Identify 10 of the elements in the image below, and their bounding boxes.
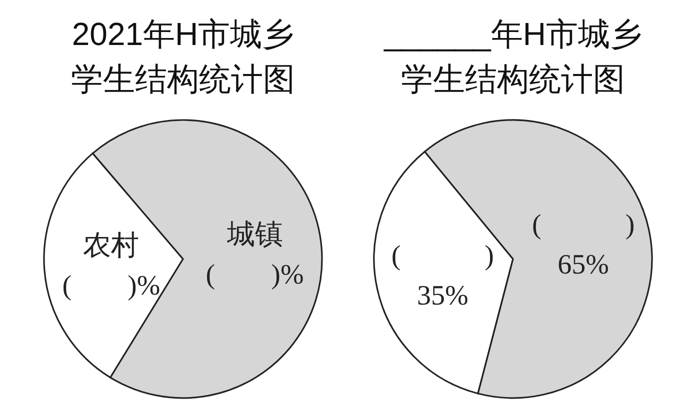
data-label: 35% bbox=[417, 280, 468, 312]
chart-title: 2021年H市城乡学生结构统计图 bbox=[71, 16, 295, 97]
slice-label: ( ) bbox=[532, 210, 635, 241]
slice-label: ( ) bbox=[391, 240, 494, 272]
data-label: 65% bbox=[558, 250, 609, 281]
data-label: ( )% bbox=[206, 259, 304, 290]
data-label: ( )% bbox=[62, 270, 160, 302]
chart-title: ______年H市城乡学生结构统计图 bbox=[383, 16, 642, 97]
slice-label: 城镇 bbox=[226, 219, 283, 250]
slice-label: 农村 bbox=[83, 230, 140, 262]
